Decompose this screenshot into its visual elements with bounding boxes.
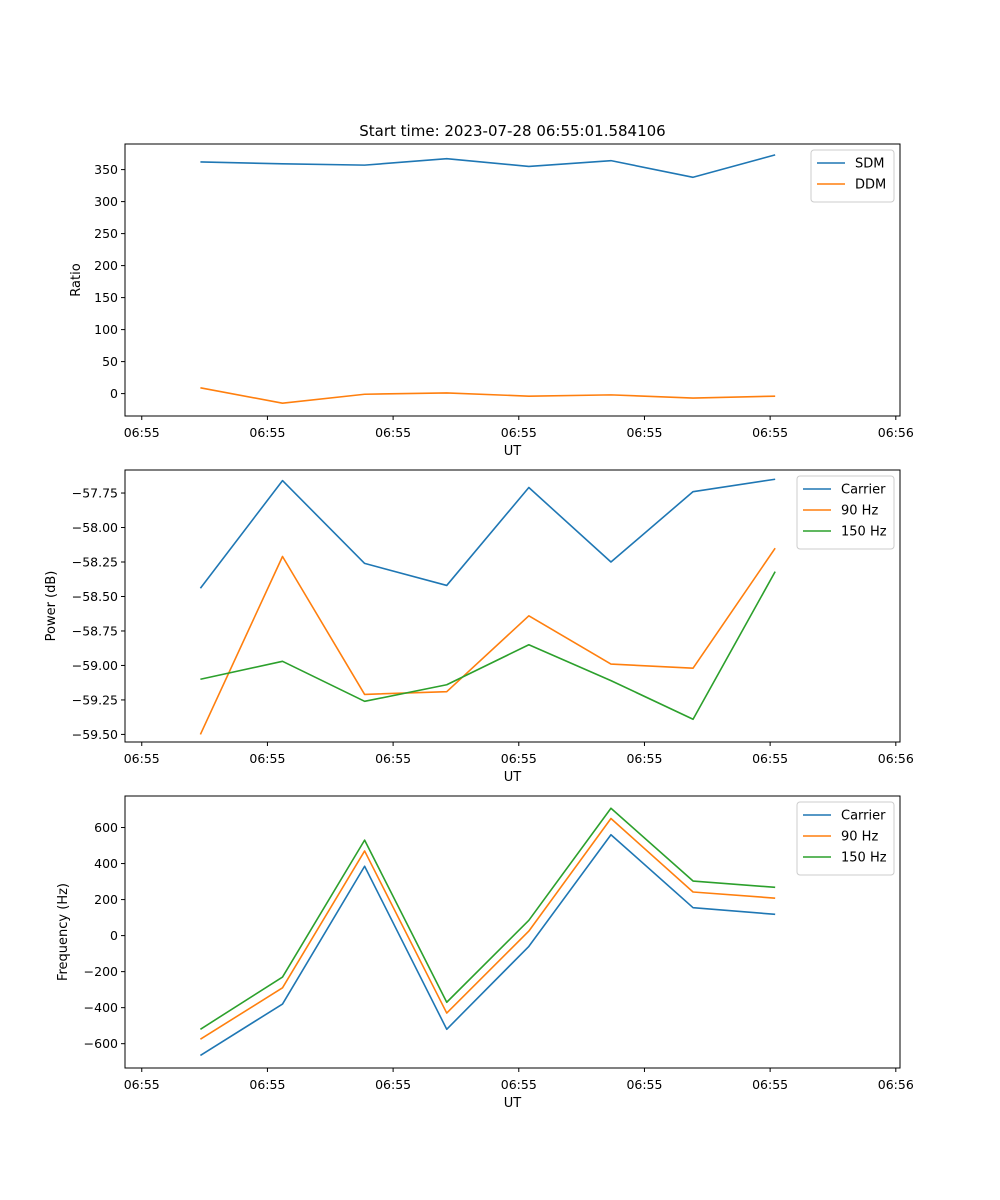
y-axis-label: Power (dB) bbox=[44, 571, 59, 642]
y-tick-label: 150 bbox=[94, 290, 118, 305]
plot-area bbox=[125, 144, 900, 416]
y-tick-label: −58.75 bbox=[72, 623, 118, 638]
series-line-carrier bbox=[199, 833, 776, 1057]
x-tick-label: 06:55 bbox=[375, 751, 411, 766]
y-axis-label: Frequency (Hz) bbox=[56, 883, 71, 981]
x-tick-label: 06:55 bbox=[249, 751, 285, 766]
y-tick-label: 400 bbox=[94, 856, 118, 871]
x-tick-label: 06:56 bbox=[878, 1077, 914, 1092]
y-tick-label: 0 bbox=[110, 928, 118, 943]
x-tick-label: 06:55 bbox=[124, 1077, 160, 1092]
x-tick-label: 06:55 bbox=[375, 1077, 411, 1092]
ratio-panel: 0 50 100 150 200 250 300 350 06:55 06:55 06:55 06:5… bbox=[69, 143, 914, 459]
y-tick-label: −58.50 bbox=[72, 589, 118, 604]
x-tick-label: 06:55 bbox=[626, 1077, 662, 1092]
x-tick-label: 06:55 bbox=[501, 1077, 537, 1092]
legend-label: DDM bbox=[855, 178, 886, 193]
x-axis-label: UT bbox=[504, 444, 522, 459]
power-panel: −59.50 −59.25 −59.00 −58.75 −58.50 −58.25 −58.… bbox=[44, 469, 914, 785]
y-tick-label: 250 bbox=[94, 226, 118, 241]
legend-label: SDM bbox=[855, 157, 884, 172]
frequency-panel: −600 −400 −200 0 200 400 600 06:55 06:55 06:55 06:… bbox=[56, 795, 914, 1111]
legend-label: 90 Hz bbox=[841, 830, 878, 845]
x-tick-label: 06:55 bbox=[249, 1077, 285, 1092]
x-tick-label: 06:55 bbox=[375, 425, 411, 440]
series-line-carrier bbox=[199, 478, 776, 589]
series-line-ddm bbox=[200, 387, 776, 405]
x-tick-label: 06:56 bbox=[878, 751, 914, 766]
figure-title: Start time: 2023-07-28 06:55:01.584106 bbox=[359, 122, 665, 140]
y-tick-label: −400 bbox=[84, 1000, 118, 1015]
plot-area bbox=[125, 470, 900, 742]
y-tick-label: 50 bbox=[102, 354, 118, 369]
axes-frame bbox=[124, 469, 901, 743]
legend-label: 150 Hz bbox=[841, 525, 887, 540]
x-tick-label: 06:55 bbox=[124, 425, 160, 440]
y-axis-label: Ratio bbox=[69, 263, 84, 296]
y-tick-label: −59.50 bbox=[72, 727, 118, 742]
y-tick-label: −200 bbox=[84, 964, 118, 979]
legend-label: Carrier bbox=[841, 483, 886, 498]
y-tick-label: −600 bbox=[84, 1036, 118, 1051]
series-line-150-hz bbox=[199, 807, 776, 1030]
y-tick-label: −58.00 bbox=[72, 520, 118, 535]
x-tick-label: 06:55 bbox=[124, 751, 160, 766]
legend-label: 90 Hz bbox=[841, 504, 878, 519]
legend-label: Carrier bbox=[841, 809, 886, 824]
x-tick-label: 06:55 bbox=[501, 425, 537, 440]
x-tick-label: 06:55 bbox=[626, 425, 662, 440]
y-tick-label: −59.25 bbox=[72, 692, 118, 707]
series-line-90-hz bbox=[199, 547, 776, 735]
y-tick-label: 200 bbox=[94, 258, 118, 273]
y-tick-label: 0 bbox=[110, 386, 118, 401]
x-tick-label: 06:55 bbox=[752, 1077, 788, 1092]
y-tick-label: 200 bbox=[94, 892, 118, 907]
x-axis-label: UT bbox=[504, 1096, 522, 1111]
x-tick-label: 06:55 bbox=[249, 425, 285, 440]
y-tick-label: 600 bbox=[94, 820, 118, 835]
axes-frame bbox=[124, 143, 901, 417]
plot-area bbox=[125, 796, 900, 1068]
x-tick-label: 06:55 bbox=[752, 425, 788, 440]
y-tick-label: 100 bbox=[94, 322, 118, 337]
x-axis-label: UT bbox=[504, 770, 522, 785]
series-line-90-hz bbox=[199, 817, 776, 1040]
x-tick-label: 06:55 bbox=[752, 751, 788, 766]
axes-frame bbox=[124, 795, 901, 1069]
x-tick-label: 06:55 bbox=[501, 751, 537, 766]
y-tick-label: −59.00 bbox=[72, 658, 118, 673]
series-line-150-hz bbox=[200, 571, 776, 721]
legend-label: 150 Hz bbox=[841, 851, 887, 866]
series-line-sdm bbox=[200, 154, 776, 179]
x-tick-label: 06:56 bbox=[878, 425, 914, 440]
x-tick-label: 06:55 bbox=[626, 751, 662, 766]
y-tick-label: 350 bbox=[94, 162, 118, 177]
y-tick-label: 300 bbox=[94, 194, 118, 209]
y-tick-label: −57.75 bbox=[72, 486, 118, 501]
y-tick-label: −58.25 bbox=[72, 555, 118, 570]
